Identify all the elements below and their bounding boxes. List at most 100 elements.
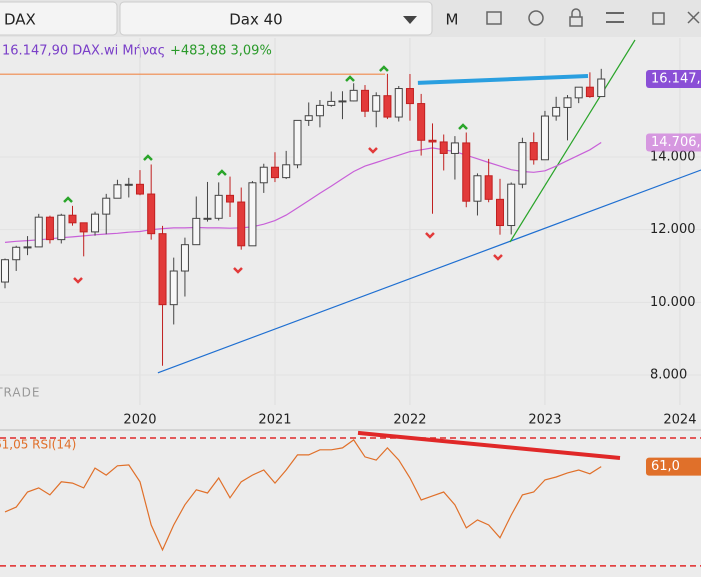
trendline bbox=[509, 39, 636, 243]
up-signal bbox=[217, 169, 227, 176]
y-tick-label: 10.000 bbox=[650, 295, 696, 310]
x-tick-label: 2020 bbox=[123, 413, 156, 428]
candle-body bbox=[552, 106, 561, 117]
watermark: ZTRADE bbox=[0, 386, 40, 400]
candle-body bbox=[394, 88, 403, 118]
candle-body bbox=[226, 194, 235, 203]
highlight-line bbox=[357, 430, 621, 460]
ma-badge bbox=[646, 133, 701, 152]
candle-body bbox=[563, 97, 572, 108]
candle-body bbox=[214, 194, 223, 219]
up-signal bbox=[458, 123, 468, 130]
candle-body bbox=[0, 259, 9, 283]
legend-quote: 16.147,90 DAX.wi Μήνας bbox=[2, 44, 165, 59]
candle-body bbox=[428, 139, 437, 143]
x-tick-label: 2024 bbox=[663, 413, 696, 428]
candle-body bbox=[147, 193, 156, 235]
instrument-select[interactable] bbox=[119, 1, 433, 36]
up-signal bbox=[379, 65, 389, 72]
period[interactable]: M bbox=[446, 11, 459, 29]
x-tick-label: 2021 bbox=[258, 413, 291, 428]
rsi-title: 61,05 RSI(14) bbox=[0, 438, 76, 452]
candle-body bbox=[91, 213, 100, 233]
y-tick-label: 8.000 bbox=[650, 367, 687, 382]
candle-body bbox=[79, 222, 88, 233]
down-signal bbox=[368, 147, 378, 154]
up-signal bbox=[143, 154, 153, 161]
candle-body bbox=[574, 86, 583, 99]
comment-icon[interactable] bbox=[528, 10, 544, 26]
rsi-line bbox=[4, 439, 602, 552]
down-signal bbox=[233, 267, 243, 274]
down-signal bbox=[493, 254, 503, 261]
candle-body bbox=[450, 142, 459, 154]
lock-icon[interactable] bbox=[569, 16, 583, 27]
candle-body bbox=[237, 201, 246, 247]
rsi-value-label: 61,0 bbox=[651, 459, 680, 474]
candle-body bbox=[496, 198, 505, 227]
candle-body bbox=[597, 78, 606, 98]
candle-body bbox=[102, 197, 111, 215]
y-tick-label: 12.000 bbox=[650, 222, 696, 237]
candle-body bbox=[12, 246, 21, 261]
candle-body bbox=[361, 89, 370, 112]
candle-body bbox=[113, 184, 122, 199]
candle-body bbox=[124, 183, 133, 186]
candle-body bbox=[529, 142, 538, 161]
candle-body bbox=[180, 244, 189, 272]
candle-body bbox=[338, 100, 347, 103]
ma-label: 14.706, bbox=[651, 135, 701, 150]
candle-body bbox=[315, 104, 324, 117]
close-icon[interactable] bbox=[687, 11, 700, 24]
x-tick-label: 2022 bbox=[393, 413, 426, 428]
candle-body bbox=[327, 100, 336, 106]
candle-body bbox=[34, 216, 43, 248]
candle-body bbox=[383, 95, 392, 118]
candle-body bbox=[484, 175, 493, 200]
candle-body bbox=[417, 103, 426, 141]
candle-body bbox=[473, 175, 482, 202]
candle-body bbox=[507, 183, 516, 227]
candle-body bbox=[293, 119, 302, 166]
maximize-icon[interactable] bbox=[652, 12, 665, 25]
candle-body bbox=[372, 95, 381, 112]
candle-body bbox=[259, 166, 268, 184]
candle-body bbox=[192, 217, 201, 246]
up-signal bbox=[345, 75, 355, 82]
symbol-box[interactable] bbox=[0, 1, 118, 36]
candle-body bbox=[405, 88, 414, 105]
candle-body bbox=[158, 233, 167, 306]
layout-icon[interactable] bbox=[486, 11, 502, 25]
candle-body bbox=[23, 246, 32, 249]
y-tick-label: 14.000 bbox=[650, 150, 696, 165]
candle-body bbox=[304, 115, 313, 121]
candle-body bbox=[585, 86, 594, 98]
candle-body bbox=[248, 182, 257, 247]
candle-body bbox=[135, 183, 144, 195]
highlight-line bbox=[417, 74, 589, 85]
candle-body bbox=[282, 164, 291, 179]
candle-body bbox=[45, 216, 54, 241]
candle-body bbox=[57, 214, 66, 241]
candle-body bbox=[349, 89, 358, 102]
rsi-badge bbox=[646, 457, 701, 476]
candle-body bbox=[203, 217, 212, 220]
candle-body bbox=[169, 270, 178, 306]
trendline bbox=[157, 169, 701, 374]
candle-body bbox=[462, 142, 471, 202]
dropdown-arrow[interactable] bbox=[403, 16, 417, 24]
legend-change: +483,88 3,09% bbox=[170, 44, 272, 59]
candle-body bbox=[540, 115, 549, 161]
symbol: DAX bbox=[4, 11, 36, 29]
moving-average bbox=[4, 141, 602, 243]
down-signal bbox=[425, 232, 435, 239]
down-signal bbox=[73, 277, 83, 284]
lock-shackle bbox=[571, 8, 581, 17]
candle-body bbox=[68, 214, 77, 224]
candle-body bbox=[270, 166, 279, 179]
price-label: 16.147, bbox=[651, 72, 701, 87]
menu-icon[interactable] bbox=[606, 12, 624, 23]
